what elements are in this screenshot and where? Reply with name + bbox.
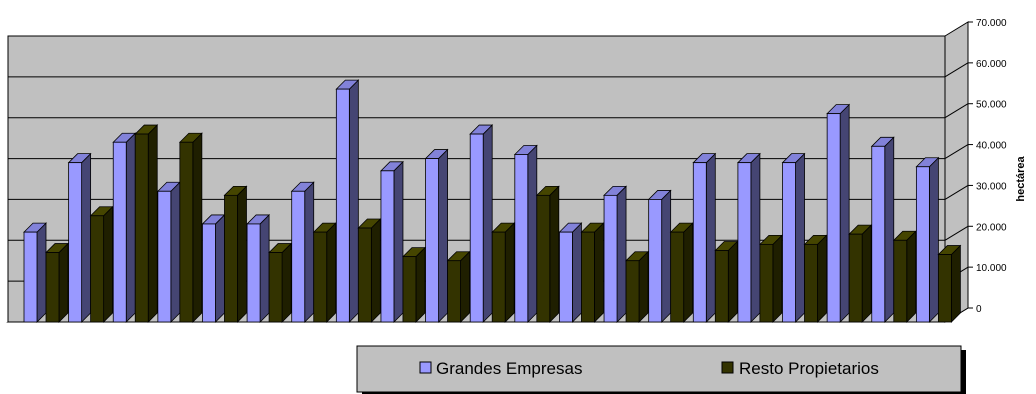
bar-grandes-empresas — [603, 185, 628, 323]
legend-label-resto-propietarios: Resto Propietarios — [739, 359, 879, 378]
bar-resto-propietarios — [491, 222, 516, 323]
bar-resto-propietarios — [268, 242, 293, 323]
value-axis: 0 10.000 20.000 30.000 40.000 50.000 60.000 70.… — [967, 18, 1007, 315]
bar-resto-propietarios — [848, 224, 873, 323]
bar-resto-propietarios — [580, 222, 605, 323]
y-tick-label: 0 — [976, 304, 982, 315]
bar-resto-propietarios — [357, 218, 382, 323]
legend-swatch-grandes-empresas — [419, 361, 432, 374]
gridline-side — [944, 225, 969, 241]
bar-resto-propietarios — [803, 234, 828, 323]
bar-resto-propietarios — [714, 240, 739, 323]
legend: Grandes Empresas Resto Propietarios — [356, 345, 966, 394]
y-tick-label: 40.000 — [976, 141, 1007, 152]
legend-label-grandes-empresas: Grandes Empresas — [436, 359, 582, 378]
bar-resto-propietarios — [669, 222, 694, 323]
bar-resto-propietarios — [223, 185, 248, 323]
bar-grandes-empresas — [513, 144, 538, 323]
y-tick-label: 20.000 — [976, 222, 1007, 233]
bar-grandes-empresas — [647, 189, 672, 323]
bar-grandes-empresas — [469, 124, 494, 323]
bar-grandes-empresas — [870, 136, 895, 323]
bar-resto-propietarios — [401, 246, 426, 323]
bar-resto-propietarios — [758, 234, 783, 323]
bar-resto-propietarios — [625, 250, 650, 323]
bars — [23, 79, 962, 323]
bar-resto-propietarios — [312, 222, 337, 323]
y-tick-label: 70.000 — [976, 18, 1007, 29]
bar-grandes-empresas — [335, 79, 360, 323]
bar-resto-propietarios — [134, 124, 159, 323]
y-tick-label: 60.000 — [976, 59, 1007, 70]
bar-grandes-empresas — [201, 213, 226, 323]
bar-resto-propietarios — [45, 242, 69, 323]
bar-resto-propietarios — [937, 244, 962, 323]
y-tick-label: 10.000 — [976, 263, 1007, 274]
y-axis-title: hectárea — [1015, 155, 1027, 201]
bar-resto-propietarios — [446, 250, 471, 323]
gridline-side — [944, 185, 969, 200]
bar-grandes-empresas — [379, 160, 404, 323]
legend-box — [356, 345, 962, 393]
bar-grandes-empresas — [290, 181, 315, 323]
bar-resto-propietarios — [89, 205, 114, 323]
bar-resto-propietarios — [178, 132, 203, 323]
bar-grandes-empresas — [558, 222, 583, 323]
bar-resto-propietarios — [892, 230, 917, 323]
bar-grandes-empresas — [424, 148, 449, 323]
y-tick-label: 30.000 — [976, 181, 1007, 192]
bar-grandes-empresas — [23, 222, 47, 323]
bar-grandes-empresas — [736, 152, 761, 323]
bar-grandes-empresas — [781, 152, 806, 323]
gridline-side — [944, 103, 969, 119]
gridline-side — [944, 144, 969, 159]
bar-grandes-empresas — [112, 132, 137, 323]
bar-grandes-empresas — [915, 156, 940, 323]
bar-grandes-empresas — [67, 152, 92, 323]
legend-swatch-resto-propietarios — [721, 361, 734, 374]
bar-grandes-empresas — [692, 152, 717, 323]
bar-grandes-empresas — [246, 213, 271, 323]
y-tick-label: 50.000 — [976, 100, 1007, 111]
bar-grandes-empresas — [156, 181, 181, 323]
bar-resto-propietarios — [535, 185, 560, 323]
bar-grandes-empresas — [826, 103, 851, 323]
gridline-side — [944, 62, 969, 78]
